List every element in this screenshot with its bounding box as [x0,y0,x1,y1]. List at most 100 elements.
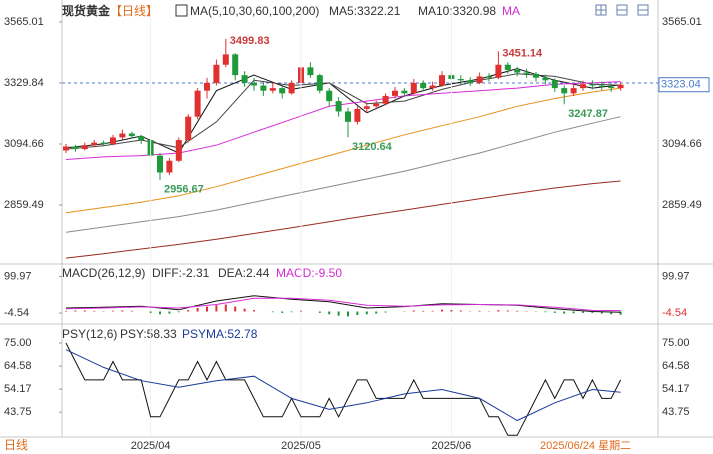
candle-body [335,101,342,112]
psy-line [65,342,622,436]
candle-body [551,80,558,89]
candle-body [439,75,445,86]
candle-body [608,86,615,89]
y-tick-label: 3565.01 [662,16,702,28]
ma-text: MA10:3320.98 [418,4,496,18]
extreme-label: 3499.83 [230,35,270,47]
candle-body [185,116,192,141]
candle-body [542,77,549,81]
legend-icon[interactable] [175,4,188,17]
extreme-label: 2956.67 [164,184,204,196]
candle-body [617,84,624,89]
candle-body [429,85,436,89]
ma-text: MA [502,4,520,18]
macd-title: MACD(26,12,9) [62,266,145,280]
extreme-label: 3451.14 [502,47,543,59]
candle-body [119,133,126,138]
candle-body [241,75,248,83]
candle-body [157,155,163,173]
psyma-line [65,349,621,422]
candle-body [175,140,182,161]
candle-body [561,88,568,94]
ma-line [65,180,621,259]
candle-body [72,146,79,150]
candle-body [288,82,295,94]
last-price: 3323.04 [661,79,701,91]
candle-body [91,142,98,146]
candle-body [213,64,220,83]
candle-body [392,90,398,96]
y-tick-label: 3329.84 [4,77,44,89]
candle-body [354,108,361,122]
y-tick-label: 43.75 [662,406,690,418]
macd-line [65,295,621,313]
candle-body [260,85,267,91]
candle-body [533,73,539,78]
candle-body [570,88,577,94]
candle-body [401,90,408,94]
footer-right: 2025/06/24 星期二 [540,439,631,452]
last-price-box [658,77,710,93]
y-tick-label: 3094.66 [4,138,44,150]
psy-text: PSY:58.33 [120,327,177,341]
period[interactable]: 【日线】 [110,4,158,18]
y-tick-label: 43.75 [4,406,32,418]
candle-body [279,88,286,94]
toolbar-icons[interactable] [595,4,649,16]
candle-body [222,54,229,65]
x-tick-label: 2025/05 [281,440,321,452]
candle-body [81,145,88,150]
extreme-label: 3120.64 [352,141,393,153]
candle-body [486,76,492,78]
candle-body [589,84,596,86]
macd-line [65,297,621,312]
y-tick-label: 3565.01 [4,16,44,28]
candle-body [457,79,464,81]
candle-body [128,133,135,137]
y-tick-label: 54.17 [4,383,32,395]
y-tick-label: 64.58 [662,360,690,372]
footer-left[interactable]: 日线 [4,438,28,452]
ma-line [65,87,621,214]
psy-text: PSYMA:52.78 [182,327,258,341]
extreme-label: 3247.87 [568,108,608,120]
macd-text: MACD:-9.50 [276,266,342,280]
psy-title: PSY(12,6) [62,327,117,341]
candle-body [467,80,474,83]
y-tick-label: 2859.49 [4,199,44,211]
candle-body [504,64,511,70]
candle-body [495,64,502,78]
legend-title: MA(5,10,30,60,100,200) [190,4,319,18]
y-tick-label: 99.97 [662,270,690,282]
y-tick-label: 2859.49 [662,199,702,211]
candle-body [476,76,483,83]
candle-body [523,72,530,74]
candle-body [110,137,116,144]
ma-text: MA5:3322.21 [329,4,401,18]
candle-body [382,95,389,104]
y-tick-label: 3094.66 [662,138,702,150]
candle-body [514,69,521,73]
y-tick-label: 54.17 [662,383,690,395]
ma-line [65,116,621,233]
y-tick-label: 75.00 [4,337,32,349]
candle-body [363,106,370,109]
candle-body [269,88,276,91]
marks: 3565.013565.013329.843329.843094.663094.… [4,10,710,452]
y-tick-label: 64.58 [4,360,32,372]
candle-body [204,82,210,91]
candle-body [307,67,314,76]
candle-body [100,142,107,144]
candle-body [316,75,323,91]
y-tick-label: -4.54 [4,307,29,319]
y-tick-label: -4.54 [662,307,687,319]
candle-body [580,84,586,89]
candle-body [251,82,257,86]
candle-body [63,146,69,151]
x-tick-label: 2025/04 [131,440,171,452]
candle-body [598,85,605,87]
candle-body [194,90,201,117]
candle-body [138,136,145,141]
